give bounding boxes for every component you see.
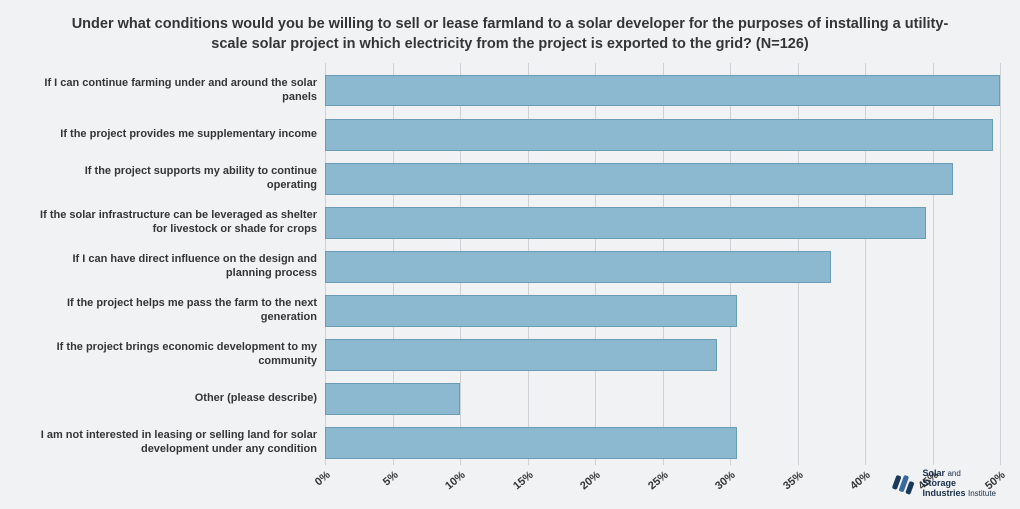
bar-row [325,421,1000,465]
y-axis-label: If the project brings economic developme… [20,333,325,377]
y-axis-labels: If I can continue farming under and arou… [20,63,325,465]
bar-row [325,201,1000,245]
x-tick-label: 30% [713,469,738,492]
y-axis-label: I am not interested in leasing or sellin… [20,421,325,465]
logo-line1b: and [947,469,960,478]
bar-row [325,157,1000,201]
x-tick-label: 25% [646,469,671,492]
y-axis-label: Other (please describe) [20,377,325,421]
logo-line1a: Solar [922,468,945,478]
logo-line3b: Institute [968,489,996,498]
logo-line3a: Industries [922,488,965,498]
y-axis-label: If the project supports my ability to co… [20,157,325,201]
x-tick-label: 15% [511,469,536,492]
y-axis-label: If I can have direct influence on the de… [20,245,325,289]
bars [325,63,1000,465]
logo-mark-icon [890,471,916,497]
plot-area: If I can continue farming under and arou… [20,63,1000,465]
bar [325,251,831,283]
bar-row [325,289,1000,333]
y-axis-label: If I can continue farming under and arou… [20,69,325,113]
bar [325,207,926,239]
bar [325,383,460,415]
y-axis-label: If the project helps me pass the farm to… [20,289,325,333]
bar [325,75,1000,107]
bar [325,295,737,327]
bar-row [325,113,1000,157]
bar-row [325,69,1000,113]
bars-area [325,63,1000,465]
logo-text: Solar and Storage Industries Institute [922,469,996,499]
x-tick-label: 10% [443,469,468,492]
gridline [1000,63,1001,465]
x-tick-label: 0% [313,469,333,488]
y-axis-label: If the project provides me supplementary… [20,113,325,157]
chart-container: Under what conditions would you be willi… [0,0,1020,509]
chart-title: Under what conditions would you be willi… [20,14,1000,63]
bar [325,119,993,151]
bar-row [325,333,1000,377]
bar [325,427,737,459]
brand-logo: Solar and Storage Industries Institute [890,469,996,499]
x-tick-label: 40% [848,469,873,492]
bar [325,339,717,371]
bar-row [325,245,1000,289]
y-axis-label: If the solar infrastructure can be lever… [20,201,325,245]
x-tick-label: 20% [578,469,603,492]
x-tick-label: 5% [380,469,400,488]
bar [325,163,953,195]
bar-row [325,377,1000,421]
x-tick-label: 35% [781,469,806,492]
